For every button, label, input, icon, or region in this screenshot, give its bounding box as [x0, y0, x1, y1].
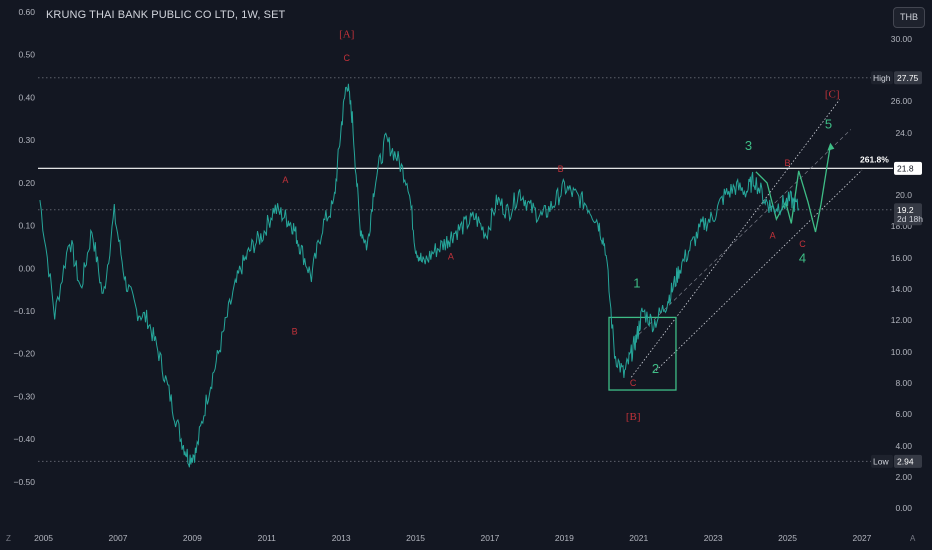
x-axis-ticks: 2005 2007 2009 2011 2013 2015 2017 2019 2021 2023…	[34, 533, 872, 543]
x-tick-label: 2025	[778, 533, 797, 543]
right-tick-label: 24.0	[895, 128, 912, 138]
left-tick-label: −0.10	[13, 306, 35, 316]
price-series	[39, 83, 800, 468]
badge-value: 21.8	[897, 163, 914, 173]
left-tick-label: −0.30	[13, 391, 35, 401]
x-tick-label: 2007	[109, 533, 128, 543]
x-tick-label: 2023	[704, 533, 723, 543]
x-tick-label: 2021	[629, 533, 648, 543]
badge-value-bg	[894, 161, 922, 175]
annotation-red: A	[282, 175, 288, 185]
wave-annotations: [A] C A B B A [B] C B A C [C] 1 2 3 4 5 261.8%	[282, 29, 889, 423]
right-tick-label: 6.00	[895, 409, 912, 419]
annotation-green: 1	[633, 276, 640, 291]
currency-button[interactable]: THB	[893, 7, 925, 28]
right-tick-label: 30.00	[891, 34, 913, 44]
price-badges: High 27.75 21.8 19.22d 18h Low 2.94	[871, 71, 923, 468]
chart-title: KRUNG THAI BANK PUBLIC CO LTD, 1W, SET	[46, 9, 286, 21]
annotation-red: C	[630, 378, 637, 388]
bottom-box	[608, 316, 677, 391]
left-tick-label: 0.60	[18, 7, 35, 17]
right-tick-label: 10.00	[891, 347, 913, 357]
annotation-red: [B]	[626, 411, 641, 423]
badge-value-bg	[894, 203, 922, 226]
left-tick-label: 0.10	[18, 221, 35, 231]
right-tick-label: 8.00	[895, 378, 912, 388]
badge-value: 19.2	[897, 205, 914, 215]
annotation-red: C	[344, 53, 351, 63]
x-tick-label: 2015	[406, 533, 425, 543]
annotation-red: [A]	[339, 29, 354, 41]
projection-arrow	[827, 142, 835, 151]
x-tick-label: 2017	[481, 533, 500, 543]
annotation-green: 4	[799, 251, 806, 266]
left-tick-label: 0.50	[18, 50, 35, 60]
annotation-red: B	[785, 158, 791, 168]
timezone-button[interactable]: Z	[6, 534, 11, 543]
auto-scale-button[interactable]: A	[910, 534, 916, 543]
right-tick-label: 20.0	[895, 190, 912, 200]
annotation-green: 2	[652, 361, 659, 376]
price-line	[39, 83, 800, 468]
left-tick-label: −0.50	[13, 477, 35, 487]
badge-label-bg	[871, 454, 893, 468]
x-tick-label: 2009	[183, 533, 202, 543]
x-tick-label: 2027	[852, 533, 871, 543]
x-tick-label: 2013	[332, 533, 351, 543]
channel-mid	[638, 129, 852, 335]
right-tick-label: 12.00	[891, 315, 913, 325]
fib-label: 261.8%	[860, 154, 889, 164]
left-tick-label: 0.20	[18, 178, 35, 188]
x-tick-label: 2005	[34, 533, 53, 543]
annotation-red: [C]	[825, 88, 840, 100]
right-tick-label: 14.00	[891, 284, 913, 294]
right-tick-label: 26.00	[891, 96, 913, 106]
left-axis-ticks: 0.60 0.50 0.40 0.30 0.20 0.10 0.00 −0.10 −0.20 −0…	[13, 7, 35, 487]
horizontal-lines	[38, 77, 893, 462]
left-tick-label: 0.30	[18, 135, 35, 145]
x-tick-label: 2011	[258, 533, 277, 543]
badge-label: Low	[873, 456, 889, 466]
badge-sub: 2d 18h	[897, 214, 923, 224]
annotation-red: B	[292, 326, 298, 336]
right-tick-label: 2.00	[895, 472, 912, 482]
badge-value: 2.94	[897, 456, 914, 466]
channel-lower	[653, 169, 863, 374]
elliott-wave-drawings	[608, 99, 863, 391]
badge-value-bg	[894, 71, 922, 85]
right-tick-label: 16.00	[891, 253, 913, 263]
annotation-red: A	[770, 230, 776, 240]
badge-value: 27.75	[897, 73, 919, 83]
right-tick-label: 0.00	[895, 503, 912, 513]
annotation-green: 3	[745, 138, 752, 153]
badge-label-bg	[871, 71, 893, 85]
annotation-red: C	[799, 239, 806, 249]
right-axis-ticks: 30.0026.0024.022.020.018.0016.0014.0012.…	[891, 34, 913, 513]
left-tick-label: 0.40	[18, 92, 35, 102]
projection-path	[755, 145, 831, 233]
badge-label: High	[873, 73, 891, 83]
right-tick-label: 4.00	[895, 441, 912, 451]
annotation-red: A	[448, 252, 454, 262]
channel-upper	[631, 99, 840, 378]
left-tick-label: −0.20	[13, 349, 35, 359]
left-tick-label: 0.00	[18, 263, 35, 273]
right-tick-label: 18.00	[891, 221, 913, 231]
left-tick-label: −0.40	[13, 434, 35, 444]
x-tick-label: 2019	[555, 533, 574, 543]
badge-value-bg	[894, 454, 922, 468]
annotation-red: B	[558, 164, 564, 174]
annotation-green: 5	[825, 117, 832, 132]
